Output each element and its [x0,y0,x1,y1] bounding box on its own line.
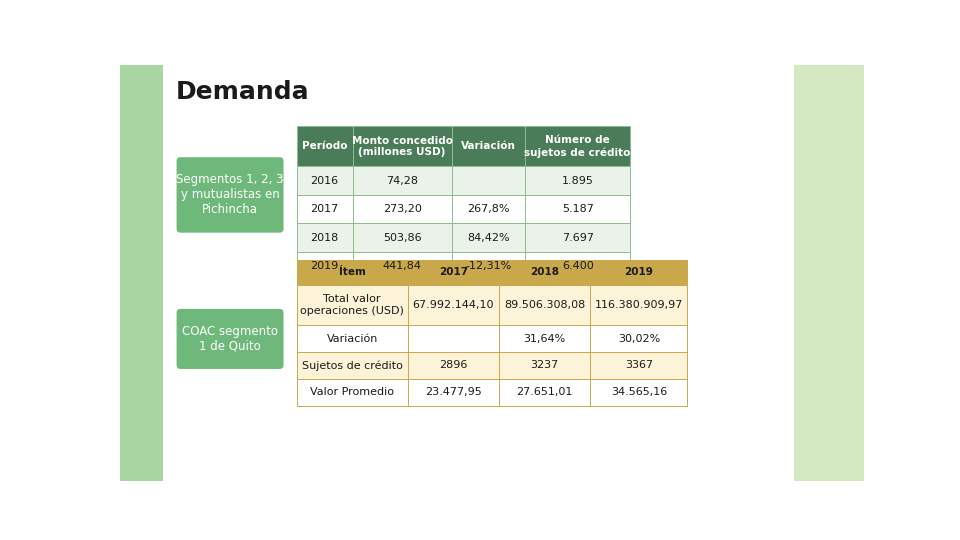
Text: 2017: 2017 [310,204,339,214]
Bar [499,285,590,325]
Bar [499,379,590,406]
Bar [297,224,352,252]
Text: 34.565,16: 34.565,16 [611,387,667,397]
Bar [297,126,352,166]
Text: 441,84: 441,84 [383,261,421,271]
Text: 2019: 2019 [310,261,339,271]
Bar [452,195,525,224]
Text: COAC segmento
1 de Quito: COAC segmento 1 de Quito [182,325,278,353]
Bar [408,285,499,325]
Text: 89.506.308,08: 89.506.308,08 [504,300,586,310]
Text: 2017: 2017 [439,267,468,278]
Bar [525,224,630,252]
Bar [590,285,687,325]
Bar [297,195,352,224]
Bar [590,260,687,285]
Text: 23.477,95: 23.477,95 [425,387,482,397]
Text: Período: Período [301,141,348,151]
Bar [352,126,452,166]
Text: Sujetos de crédito: Sujetos de crédito [301,360,402,371]
Text: -12,31%: -12,31% [466,261,512,271]
Bar [452,126,525,166]
Text: 30,02%: 30,02% [617,334,660,343]
Bar [297,260,408,285]
Text: 74,28: 74,28 [386,176,419,186]
Bar [408,352,499,379]
Bar [590,352,687,379]
Bar [352,224,452,252]
Bar [352,195,452,224]
Text: 27.651,01: 27.651,01 [516,387,573,397]
Bar [297,379,408,406]
Bar [297,325,408,352]
Text: 2016: 2016 [310,176,339,186]
Bar [297,285,408,325]
Text: 503,86: 503,86 [383,233,421,242]
Bar [408,379,499,406]
Text: Variación: Variación [326,334,378,343]
Bar [408,260,499,285]
Bar [525,166,630,195]
Text: Monto concedido
(millones USD): Monto concedido (millones USD) [351,136,452,157]
Text: 7.697: 7.697 [562,233,593,242]
Text: 2896: 2896 [439,361,468,370]
Text: Número de
sujetos de crédito: Número de sujetos de crédito [524,136,631,158]
Bar [408,325,499,352]
Text: 267,8%: 267,8% [468,204,510,214]
FancyBboxPatch shape [177,309,283,369]
Text: 1.895: 1.895 [562,176,593,186]
Text: Valor Promedio: Valor Promedio [310,387,395,397]
Text: 116.380.909,97: 116.380.909,97 [594,300,684,310]
Bar [452,224,525,252]
Text: 3367: 3367 [625,361,653,370]
Text: 2018: 2018 [310,233,339,242]
Text: Demanda: Demanda [176,80,309,104]
Text: 84,42%: 84,42% [468,233,510,242]
Text: 2019: 2019 [624,267,654,278]
Bar [525,252,630,280]
Bar [499,260,590,285]
Text: Variación: Variación [461,141,516,151]
Text: 31,64%: 31,64% [523,334,565,343]
Text: 3237: 3237 [531,361,559,370]
Text: 5.187: 5.187 [562,204,593,214]
Text: 2018: 2018 [530,267,559,278]
Bar [352,252,452,280]
Bar [297,252,352,280]
Bar [525,195,630,224]
Bar [794,65,864,481]
Text: 67.992.144,10: 67.992.144,10 [413,300,494,310]
Text: Ítem: Ítem [339,267,366,278]
Bar [499,325,590,352]
Bar [525,126,630,166]
Text: Total valor
operaciones (USD): Total valor operaciones (USD) [300,294,404,316]
Bar [590,379,687,406]
Bar [452,252,525,280]
FancyBboxPatch shape [177,157,283,233]
Bar [590,325,687,352]
Bar [452,166,525,195]
Bar [120,65,162,481]
Bar [297,352,408,379]
Bar [297,166,352,195]
Bar [499,352,590,379]
Text: 273,20: 273,20 [383,204,421,214]
Text: Segmentos 1, 2, 3
y mutualistas en
Pichincha: Segmentos 1, 2, 3 y mutualistas en Pichi… [177,173,284,217]
Text: 6.400: 6.400 [562,261,593,271]
Bar [352,166,452,195]
